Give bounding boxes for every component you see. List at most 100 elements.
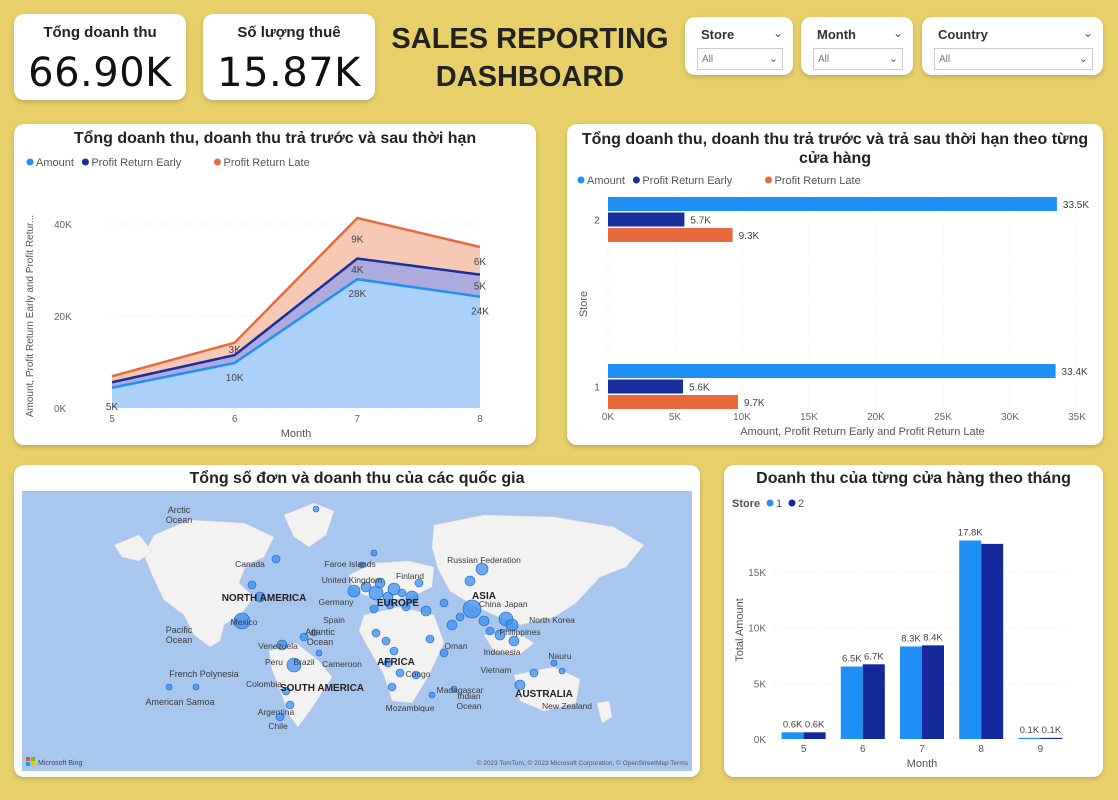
slicer-dropdown[interactable]: All ⌄ <box>697 48 783 70</box>
country-bubble <box>405 590 419 604</box>
country-bubble <box>312 505 320 513</box>
country-bubble <box>420 605 432 617</box>
area-chart: Amount Profit Return Early Profit Return L… <box>25 157 489 440</box>
landmass <box>143 519 275 648</box>
legend-label: Profit Return Late <box>224 157 310 169</box>
x-axis-label: Amount, Profit Return Early and Profit R… <box>740 426 985 438</box>
data-label: 28K <box>348 289 366 300</box>
country-bubble <box>254 591 266 603</box>
slicer-value: All <box>702 54 714 65</box>
legend-label: 2 <box>798 498 804 510</box>
map-label: New Zealand <box>542 701 592 711</box>
chevron-down-icon[interactable]: ⌄ <box>1082 26 1093 40</box>
country-bubble <box>550 659 558 667</box>
map-label: Chile <box>268 721 288 731</box>
data-label: 0.6K <box>805 719 825 730</box>
country-bubble <box>464 575 476 587</box>
landmass <box>513 666 581 712</box>
country-bubble <box>370 549 378 557</box>
country-bubble <box>299 632 309 642</box>
bar <box>1040 737 1063 739</box>
chevron-down-icon[interactable]: ⌄ <box>888 53 898 65</box>
chevron-down-icon[interactable]: ⌄ <box>892 26 903 40</box>
bar <box>608 364 1056 378</box>
data-label: 9K <box>351 234 364 245</box>
map-label: Spain <box>323 615 345 625</box>
map-label: Atlantic <box>305 627 335 637</box>
map-label: American Samoa <box>145 697 214 707</box>
dashboard-title-line2: DASHBOARD <box>435 61 625 93</box>
chart-title-line1: Tổng doanh thu, doanh thu trả trước và t… <box>581 131 1089 148</box>
country-bubble <box>369 604 379 614</box>
y-tick-label: 10K <box>748 624 766 635</box>
bing-logo-icon <box>31 762 35 766</box>
slicer-dropdown[interactable]: All ⌄ <box>813 48 903 70</box>
map-label: Arctic <box>168 505 191 515</box>
y-tick-label: 0K <box>754 735 767 746</box>
country-bubble <box>286 657 302 673</box>
bar <box>840 666 863 739</box>
x-tick-label: 10K <box>733 412 751 423</box>
data-label: 9.3K <box>739 231 760 242</box>
y-tick-label: 5K <box>754 679 767 690</box>
map-label: Argentina <box>258 707 295 717</box>
bar <box>608 228 733 242</box>
chart-title: Doanh thu của từng cửa hàng theo tháng <box>756 470 1071 487</box>
chevron-down-icon[interactable]: ⌄ <box>768 53 778 65</box>
chart-title-line2: cửa hàng <box>798 150 872 167</box>
x-tick-label: 9 <box>1038 744 1044 755</box>
slicer-label: Month <box>817 27 856 42</box>
country-bubble <box>385 600 395 610</box>
country-bubble <box>450 685 458 693</box>
map-label: Canada <box>235 559 265 569</box>
y-tick-label: 0K <box>54 404 67 415</box>
map-label: Ocean <box>307 637 334 647</box>
landmass <box>431 514 645 626</box>
bar <box>608 197 1057 211</box>
data-label: 6.7K <box>864 651 884 662</box>
slicer-month[interactable]: Month ⌄ All ⌄ <box>801 17 913 75</box>
landmass <box>283 502 335 548</box>
legend-marker <box>577 176 585 184</box>
chevron-down-icon[interactable]: ⌄ <box>1078 53 1088 65</box>
country-bubble <box>414 578 424 588</box>
data-label: 5.7K <box>690 216 711 227</box>
map-label: Philippines <box>499 627 540 637</box>
kpi-card-rentals: Số lượng thuê 15.87K <box>203 14 375 100</box>
country-bubble <box>247 580 257 590</box>
map-label: NORTH AMERICA <box>222 593 307 604</box>
slicer-store[interactable]: Store ⌄ All ⌄ <box>685 17 793 75</box>
country-bubble <box>505 618 519 632</box>
data-label: 6.5K <box>842 654 862 665</box>
country-bubble <box>371 628 381 638</box>
chart-title: Tổng doanh thu, doanh thu trả trước và s… <box>73 130 477 147</box>
x-tick-label: 0K <box>602 412 615 423</box>
bing-logo-icon <box>31 757 35 761</box>
slicer-value: All <box>939 54 951 65</box>
country-bubble <box>439 598 449 608</box>
map-label: French Polynesia <box>169 669 239 679</box>
chevron-down-icon[interactable]: ⌄ <box>772 26 783 40</box>
slicer-dropdown[interactable]: All ⌄ <box>934 48 1093 70</box>
landmass <box>268 642 333 728</box>
country-bubble <box>275 712 285 722</box>
kpi-value: 15.87K <box>217 50 361 96</box>
map-label: Japan <box>504 599 527 609</box>
x-tick-label: 5 <box>801 744 807 755</box>
x-axis-label: Month <box>281 428 312 440</box>
country-bubble <box>397 588 407 598</box>
slicer-country[interactable]: Country ⌄ All ⌄ <box>922 17 1103 75</box>
country-bubble <box>358 561 366 569</box>
country-bubble <box>387 682 397 692</box>
chart-title: Tổng doanh thu, doanh thu trả trước và t… <box>567 130 1103 168</box>
data-label: 6K <box>474 257 487 268</box>
country-bubble <box>439 648 449 658</box>
series-line <box>111 277 481 389</box>
legend-marker <box>788 499 796 507</box>
dashboard-title-line1: SALES REPORTING <box>391 23 669 55</box>
data-label: 0.1K <box>1042 725 1062 736</box>
horizontal-bar-chart: Amount Profit Return Early Profit Return L… <box>577 175 1089 438</box>
area-chart-card: Tổng doanh thu, doanh thu trả trước và s… <box>14 124 536 445</box>
country-bubble <box>347 584 361 598</box>
